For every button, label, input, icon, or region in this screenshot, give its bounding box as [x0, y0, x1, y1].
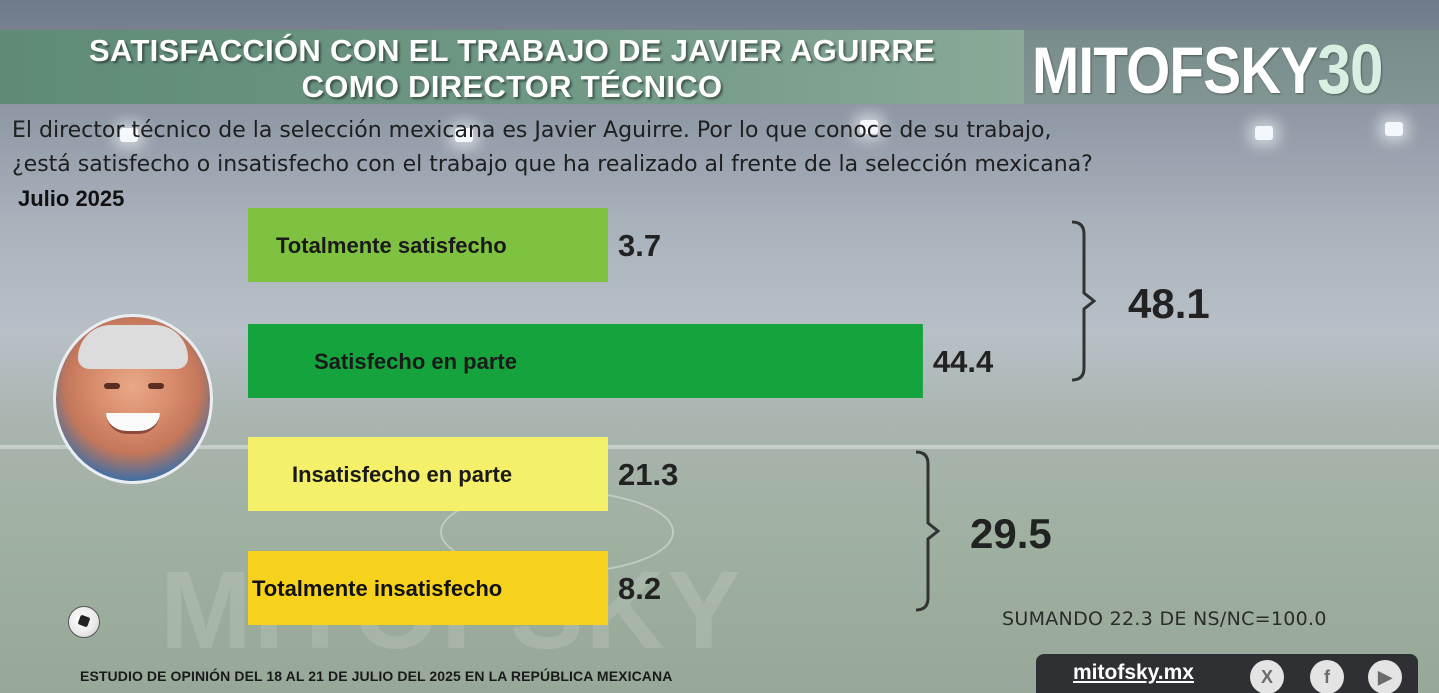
- group-total-label: 48.1: [1128, 280, 1210, 327]
- page-title: SATISFACCIÓN CON EL TRABAJO DE JAVIER AG…: [0, 33, 1024, 105]
- stadium-light: [120, 128, 138, 142]
- logo-badge: 30: [1317, 30, 1383, 108]
- bar: [248, 437, 608, 511]
- bar-value-label: 8.2: [618, 571, 661, 606]
- stadium-light: [1385, 122, 1403, 136]
- mitofsky-logo: MITOFSKY30: [1032, 34, 1383, 104]
- soccer-ball-icon: [68, 606, 100, 638]
- bar-value-label: 44.4: [933, 344, 994, 379]
- photo-eye: [104, 383, 120, 389]
- photo-eye: [148, 383, 164, 389]
- bar-category-label: Totalmente insatisfecho: [252, 576, 502, 601]
- group-total-label: 29.5: [970, 510, 1052, 557]
- photo-smile: [106, 413, 160, 434]
- survey-period: Julio 2025: [18, 186, 125, 211]
- field-line: [0, 445, 1439, 449]
- bar-value-label: 21.3: [618, 457, 678, 492]
- website-link[interactable]: mitofsky.mx: [1073, 661, 1194, 684]
- bar: [248, 324, 923, 398]
- bar: [248, 551, 608, 625]
- social-bar: [1036, 654, 1418, 693]
- bar-category-label: Insatisfecho en parte: [292, 462, 512, 487]
- facebook-icon[interactable]: f: [1310, 660, 1344, 693]
- bar-value-label: 3.7: [618, 228, 661, 263]
- bar-category-label: Satisfecho en parte: [314, 349, 517, 374]
- logo-text: MITOFSKY: [1032, 33, 1318, 107]
- photo-hair: [78, 325, 188, 369]
- title-band: [0, 30, 1024, 104]
- stadium-light: [1255, 126, 1273, 140]
- bar-category-label: Totalmente satisfecho: [276, 233, 507, 258]
- stadium-light: [455, 128, 473, 142]
- study-footer: ESTUDIO DE OPINIÓN DEL 18 AL 21 DE JULIO…: [80, 668, 673, 684]
- logo-band: [1024, 30, 1439, 104]
- question-line-2: ¿está satisfecho o insatisfecho con el t…: [12, 152, 1093, 177]
- group-bracket: [915, 450, 941, 612]
- ns-nc-note: SUMANDO 22.3 DE NS/NC=100.0: [1002, 608, 1327, 630]
- survey-question: El director técnico de la selección mexi…: [12, 114, 1432, 182]
- bar: [248, 208, 608, 282]
- coach-photo: [53, 314, 213, 484]
- question-line-1: El director técnico de la selección mexi…: [12, 118, 1052, 143]
- title-line-2: COMO DIRECTOR TÉCNICO: [301, 69, 723, 104]
- x-icon[interactable]: X: [1250, 660, 1284, 693]
- stadium-light: [860, 120, 878, 134]
- youtube-icon[interactable]: ▶: [1368, 660, 1402, 693]
- title-line-1: SATISFACCIÓN CON EL TRABAJO DE JAVIER AG…: [89, 33, 935, 68]
- group-bracket: [1071, 220, 1097, 382]
